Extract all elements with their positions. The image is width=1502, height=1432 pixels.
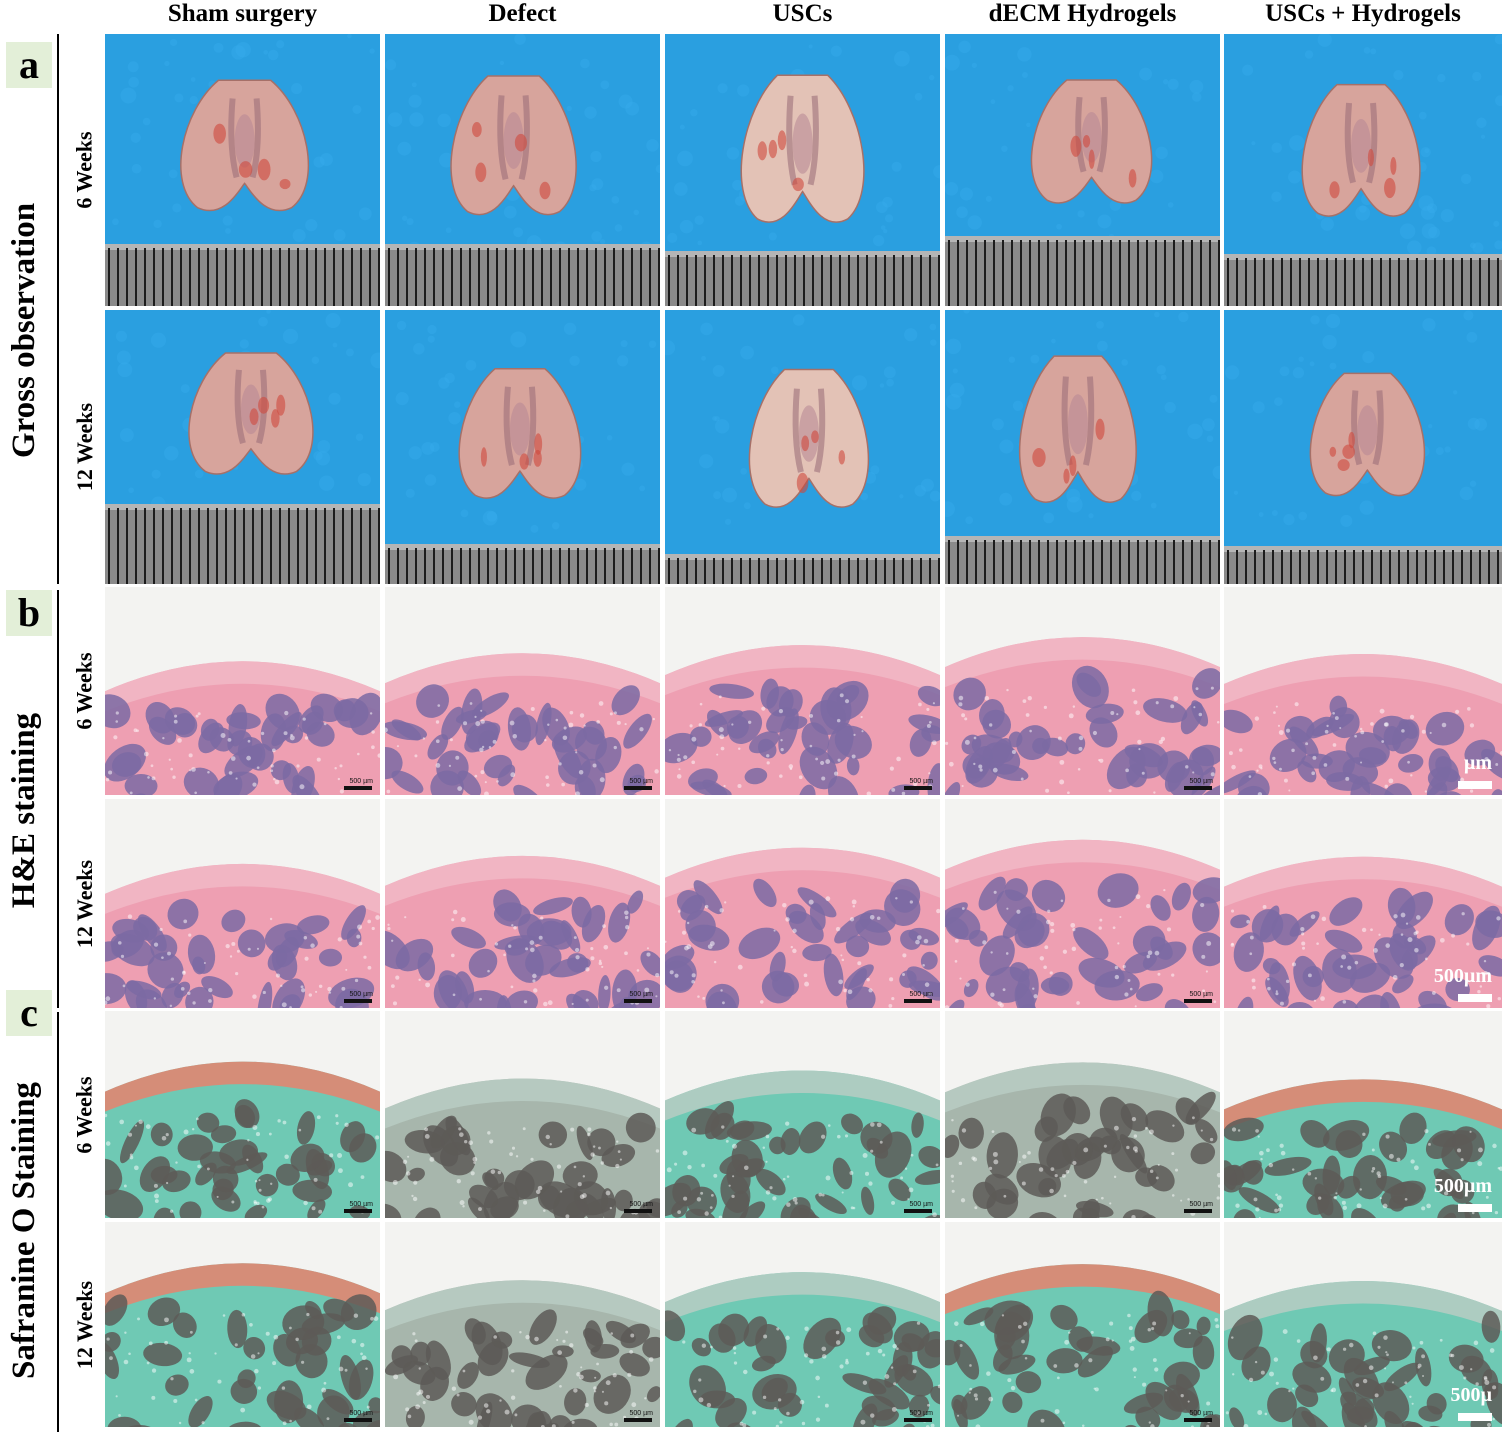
scale-bar-label: 500 µm [909, 991, 934, 998]
scale-bar-label-large: 500µm [1433, 965, 1492, 987]
column-header-uscs: USCs [772, 0, 833, 27]
column-header-decm: dECM Hydrogels [988, 0, 1177, 27]
column-header-defect: Defect [488, 0, 557, 27]
scale-bar-label: 500 µm [1189, 1410, 1214, 1417]
section-label-gross: Gross observation [6, 202, 43, 458]
scale-bar [904, 999, 932, 1003]
row-label-b-12w: 12 Weeks [72, 859, 97, 948]
scale-bar [904, 1209, 932, 1213]
scale-bar-label: 500 µm [349, 1201, 374, 1208]
scale-bar-label-large: 500µ [1450, 1384, 1492, 1406]
scale-bar [344, 1209, 372, 1213]
image-gross-6w-col5 [1224, 34, 1502, 306]
scale-bar [1184, 999, 1212, 1003]
row-label-a-6w: 6 Weeks [72, 131, 97, 209]
image-he-12w-col3: 500 µm [665, 799, 940, 1008]
image-gross-6w-col2 [385, 34, 660, 306]
column-header-sham: Sham surgery [167, 0, 318, 27]
section-label-he: H&E staining [6, 712, 43, 908]
image-gross-12w-col1 [105, 310, 380, 584]
image-he-6w-col2: 500 µm [385, 587, 660, 795]
scale-bar-label: 500 µm [909, 1201, 934, 1208]
image-he-6w-col3: 500 µm [665, 587, 940, 795]
section-label-safranine: Safranine O Staining [6, 1081, 43, 1379]
panel-letter-b: b [6, 590, 52, 636]
image-gross-12w-col2 [385, 310, 660, 584]
scale-bar-label: 500 µm [1189, 778, 1214, 785]
image-he-12w-col4: 500 µm [945, 799, 1220, 1008]
scale-bar-label: 500 µm [349, 1410, 374, 1417]
image-saf-12w-col3: 500 µm [665, 1222, 940, 1427]
image-saf-12w-col2: 500 µm [385, 1222, 660, 1427]
scale-bar-label: 500 µm [629, 1410, 654, 1417]
scale-bar [624, 1418, 652, 1422]
image-gross-12w-col3 [665, 310, 940, 584]
image-saf-6w-col4: 500 µm [945, 1011, 1220, 1218]
row-label-b-6w: 6 Weeks [72, 652, 97, 730]
divider-a [57, 34, 59, 584]
scale-bar-label-large: µm [1463, 752, 1492, 774]
image-saf-6w-col1: 500 µm [105, 1011, 380, 1218]
divider-b [57, 590, 59, 1008]
scale-bar-label-large: 500µm [1433, 1175, 1492, 1197]
scale-bar [344, 999, 372, 1003]
image-saf-12w-col5: 500µ [1224, 1222, 1502, 1427]
image-gross-6w-col3 [665, 34, 940, 306]
image-saf-6w-col5: 500µm [1224, 1011, 1502, 1218]
scale-bar-label: 500 µm [629, 991, 654, 998]
scale-bar-label: 500 µm [1189, 991, 1214, 998]
panel-letter-a: a [6, 42, 52, 88]
scale-bar-large [1458, 1413, 1492, 1421]
scale-bar-label: 500 µm [629, 1201, 654, 1208]
scale-bar [624, 999, 652, 1003]
scale-bar [344, 786, 372, 790]
image-saf-12w-col1: 500 µm [105, 1222, 380, 1427]
row-label-c-6w: 6 Weeks [72, 1075, 97, 1154]
scale-bar-label: 500 µm [909, 778, 934, 785]
scale-bar-large [1458, 994, 1492, 1002]
image-gross-6w-col4 [945, 34, 1220, 306]
row-label-c-12w: 12 Weeks [72, 1280, 97, 1369]
image-he-6w-col1: 500 µm [105, 587, 380, 795]
scale-bar-label: 500 µm [1189, 1201, 1214, 1208]
scale-bar-large [1458, 1204, 1492, 1212]
image-saf-6w-col3: 500 µm [665, 1011, 940, 1218]
scale-bar [904, 786, 932, 790]
scale-bar-label: 500 µm [909, 1410, 934, 1417]
image-he-12w-col5: 500µm [1224, 799, 1502, 1008]
image-saf-6w-col2: 500 µm [385, 1011, 660, 1218]
scale-bar [624, 786, 652, 790]
image-he-6w-col4: 500 µm [945, 587, 1220, 795]
row-label-a-12w: 12 Weeks [72, 402, 97, 492]
scale-bar [1184, 1209, 1212, 1213]
image-he-6w-col5: µm [1224, 587, 1502, 795]
divider-c [57, 1012, 59, 1432]
scale-bar [1184, 1418, 1212, 1422]
image-saf-12w-col4: 500 µm [945, 1222, 1220, 1427]
scale-bar-label: 500 µm [349, 991, 374, 998]
image-he-12w-col1: 500 µm [105, 799, 380, 1008]
column-header-uscs-hydrogels: USCs + Hydrogels [1265, 0, 1461, 27]
scale-bar [1184, 786, 1212, 790]
scale-bar [344, 1418, 372, 1422]
image-gross-12w-col5 [1224, 310, 1502, 584]
scale-bar-large [1458, 781, 1492, 789]
image-gross-12w-col4 [945, 310, 1220, 584]
image-he-12w-col2: 500 µm [385, 799, 660, 1008]
image-gross-6w-col1 [105, 34, 380, 306]
panel-letter-c: c [6, 990, 52, 1036]
scale-bar-label: 500 µm [349, 778, 374, 785]
scale-bar-label: 500 µm [629, 778, 654, 785]
scale-bar [904, 1418, 932, 1422]
scale-bar [624, 1209, 652, 1213]
